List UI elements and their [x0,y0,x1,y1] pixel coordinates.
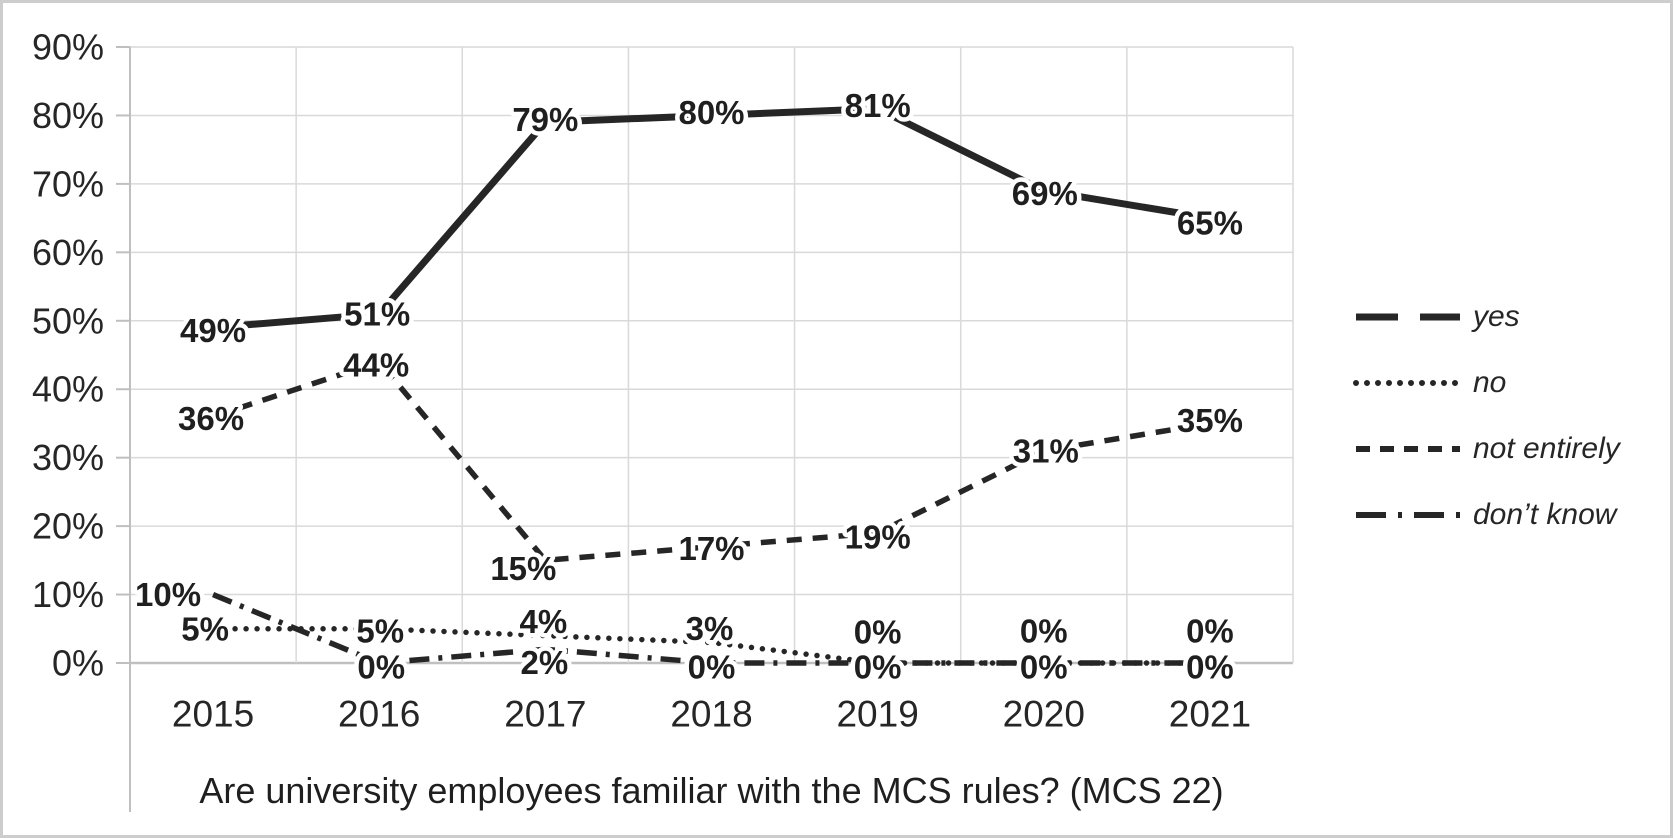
data-label: 0% [1020,613,1068,650]
data-label: 15% [490,550,556,587]
y-axis-tick-label: 40% [32,369,104,410]
y-axis-tick-label: 60% [32,232,104,273]
y-axis-tick-label: 0% [52,643,104,684]
data-label: 5% [356,612,404,649]
series-line-not-entirely [212,359,1211,564]
data-label: 10% [135,576,201,613]
x-axis-category-label: 2018 [670,694,752,735]
y-axis-tick-label: 70% [32,163,104,204]
legend-label: yes [1473,300,1520,333]
legend-item-yes: yes [1353,300,1620,333]
data-label: 0% [1186,613,1234,650]
y-axis-tick-label: 80% [32,95,104,136]
data-label: 0% [688,649,736,686]
y-axis-tick-label: 90% [32,27,104,68]
series-line-yes [212,105,1211,332]
data-label: 80% [678,94,744,131]
data-label: 2% [521,644,569,681]
x-axis-category-label: 2017 [504,694,586,735]
x-axis-category-label: 2020 [1003,694,1085,735]
data-label: 65% [1177,205,1243,242]
legend-label: don’t know [1473,498,1617,531]
y-axis-tick-label: 30% [32,437,104,478]
y-axis-tick-label: 50% [32,300,104,341]
x-axis-category-label: 2019 [836,694,918,735]
data-label: 44% [343,346,409,383]
data-label: 49% [180,312,246,349]
chart-title: Are university employees familiar with t… [199,770,1224,811]
legend-item-no: no [1353,366,1620,399]
legend-item-not-entirely: not entirely [1353,432,1620,465]
data-label: 79% [512,101,578,138]
legend-label: not entirely [1473,432,1620,465]
data-label: 5% [181,610,229,647]
legend-item-don-t-know: don’t know [1353,498,1620,531]
data-label: 51% [344,295,410,332]
x-axis-category-label: 2016 [338,694,420,735]
data-label: 0% [1186,649,1234,686]
data-label: 36% [178,400,244,437]
legend-line-sample-yes [1356,313,1460,321]
data-label: 17% [678,530,744,567]
y-axis-tick-label: 10% [32,574,104,615]
data-label: 0% [357,649,405,686]
data-label: 4% [520,603,568,640]
series-line-no [210,626,1213,666]
data-label: 35% [1177,402,1243,439]
chart-legend: yes no not entirely don’t know [1353,300,1620,566]
legend-label: no [1473,366,1507,399]
x-axis-category-label: 2021 [1169,694,1251,735]
data-label: 0% [1020,649,1068,686]
x-axis-category-label: 2015 [172,694,254,735]
series-line-don-t-know [212,592,1210,666]
y-axis-tick-label: 20% [32,506,104,547]
legend-line-sample-don-t-know [1356,512,1460,518]
legend-line-sample-not-entirely [1356,446,1460,452]
data-label: 0% [854,614,902,651]
data-label: 69% [1012,175,1078,212]
data-label: 19% [845,518,911,555]
data-label: 81% [845,87,911,124]
legend-line-sample-no [1353,380,1463,386]
data-label: 0% [854,649,902,686]
data-label: 31% [1013,432,1079,469]
data-label: 3% [686,610,734,647]
